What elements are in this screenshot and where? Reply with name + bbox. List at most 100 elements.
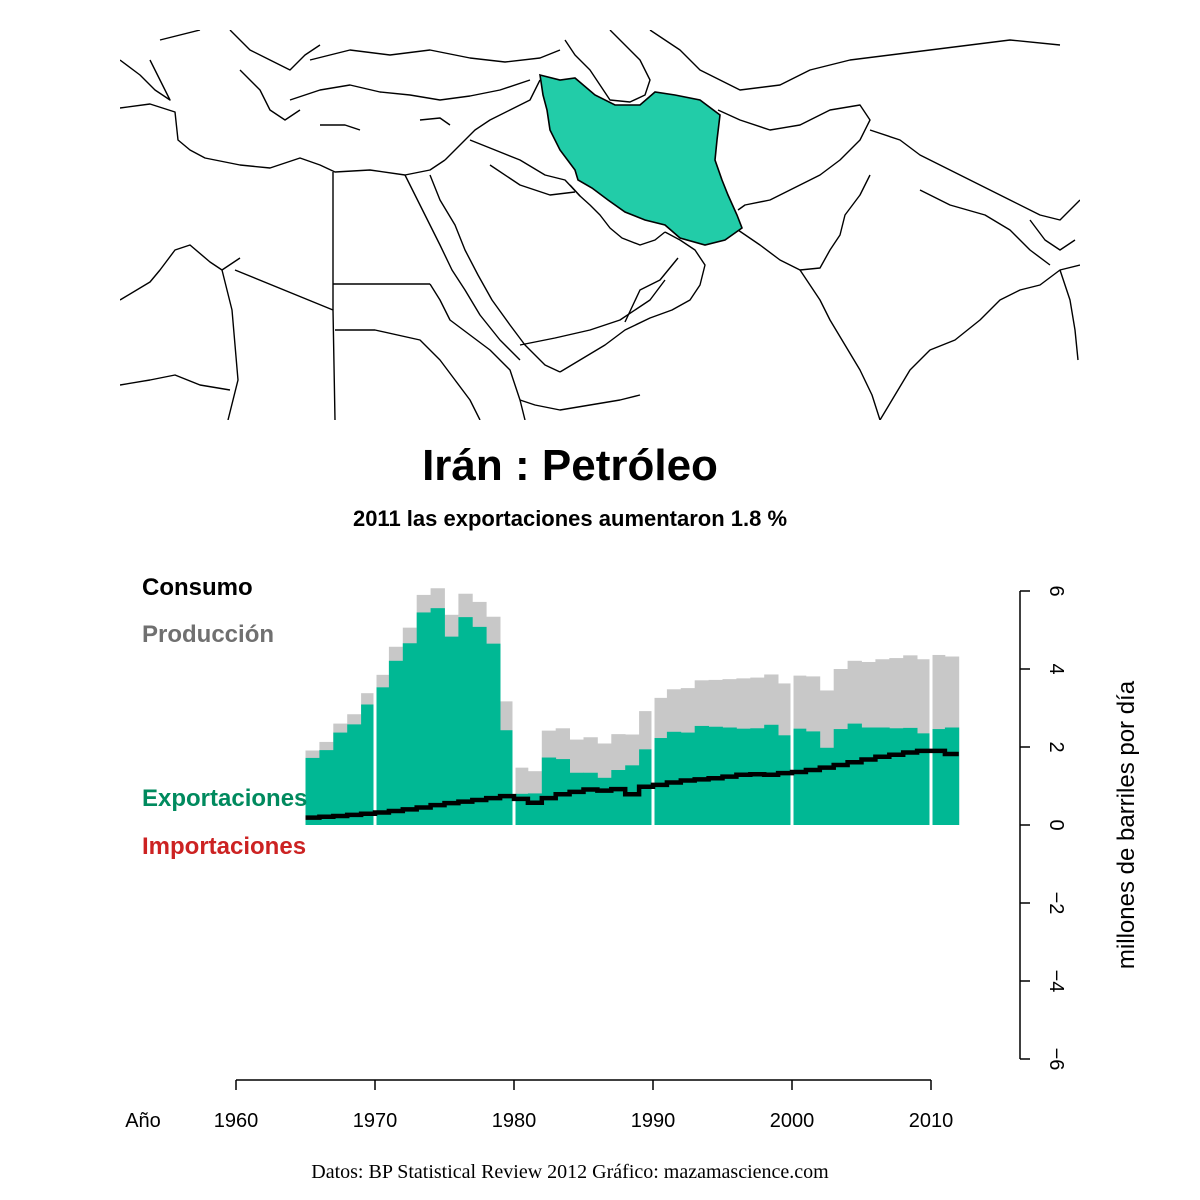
legend-importaciones: Importaciones (142, 833, 306, 860)
greece (239, 69, 301, 121)
y-tick-label--4: −4 (1045, 970, 1067, 993)
oman-border (624, 257, 679, 323)
exports-bar-2004 (847, 723, 862, 825)
libya-west-border (221, 269, 239, 420)
exports-bar-1973 (416, 612, 431, 825)
india-west-coast (799, 269, 881, 420)
exports-bar-1972 (402, 643, 418, 825)
consumption-line-group (305, 748, 959, 820)
x-tick-label-1960: 1960 (214, 1110, 259, 1132)
x-tick-label-2010: 2010 (909, 1110, 954, 1132)
exports-bar-2005 (861, 727, 876, 825)
north-africa-coast (120, 103, 446, 176)
x-tick-label-1970: 1970 (353, 1110, 398, 1132)
legend-exportaciones: Exportaciones (142, 785, 307, 812)
exports-bar-1969 (361, 704, 376, 825)
exports-bar-1986 (597, 777, 612, 825)
y-tick-label-4: 4 (1045, 663, 1067, 674)
y-tick-label-0: 0 (1045, 819, 1067, 830)
exports-bar-2000 (792, 728, 807, 825)
credit-line: Datos: BP Statistical Review 2012 Gráfic… (311, 1161, 829, 1183)
exports-bar-2011 (944, 727, 960, 825)
exports-bar-2006 (875, 727, 890, 825)
exports-bar-1968 (347, 724, 362, 825)
black-sea (309, 49, 561, 63)
iran-highlight (539, 73, 743, 246)
exports-bar-1987 (611, 770, 626, 825)
x-tick-label-2000: 2000 (770, 1110, 815, 1132)
exports-bar-2003 (833, 729, 848, 825)
exports-bar-2001 (805, 731, 821, 825)
india-north (869, 129, 1080, 221)
exports-bar-1971 (388, 660, 404, 825)
cyprus (419, 117, 451, 126)
red-sea-west (404, 174, 521, 361)
exports-bar-1980 (514, 793, 529, 825)
west-africa-south (120, 374, 231, 391)
exports-bar-1994 (708, 726, 723, 825)
crete (320, 124, 361, 131)
sudan-south (335, 329, 481, 420)
chart-subtitle: 2011 las exportaciones aumentaron 1.8 % (353, 506, 787, 531)
iraq-border (469, 139, 581, 197)
caspian-sea (564, 30, 651, 103)
y-axis-label: millones de barriles por día (1113, 680, 1140, 969)
chart-title: Irán : Petróleo (422, 441, 718, 490)
exports-bar-1970 (375, 687, 390, 825)
exports-bar-1966 (319, 750, 334, 825)
saudi-yemen-border (519, 279, 666, 346)
turkey-coast (289, 79, 531, 101)
legend-produccion: Producción (142, 621, 274, 648)
exports-bar-1965 (305, 757, 320, 825)
nepal-bangladesh (919, 189, 1076, 266)
exports-bar-1991 (666, 731, 682, 825)
balkans (159, 30, 321, 71)
central-asia-borders (649, 30, 1061, 91)
exports-bar-1990 (653, 738, 668, 825)
consumption-line (305, 748, 959, 820)
pakistan (737, 174, 871, 271)
arabia-interior-borders (489, 164, 576, 196)
y-tick-label--6: −6 (1045, 1048, 1067, 1071)
exports-bar-1985 (583, 772, 598, 825)
y-tick-label--2: −2 (1045, 892, 1067, 915)
exports-bar-2008 (903, 727, 918, 825)
exports-bar-1979 (500, 730, 515, 825)
region-map (120, 30, 1080, 420)
exports-bar-1997 (750, 728, 765, 825)
exports-bar-2010 (931, 729, 946, 825)
exports-bar-1984 (569, 772, 584, 825)
exports-bar-1975 (444, 636, 459, 825)
exports-bar-1967 (333, 732, 348, 825)
x-axis-label: Año (125, 1110, 161, 1132)
afghanistan (717, 104, 871, 211)
x-axis: 1960 1970 1980 1990 2000 2010 (214, 1079, 954, 1132)
exports-bar-2002 (819, 747, 835, 825)
nile-region (429, 283, 526, 420)
exports-bar-1974 (430, 608, 445, 825)
y-tick-label-2: 2 (1045, 741, 1067, 752)
red-sea-east (429, 174, 561, 373)
myanmar (1059, 269, 1079, 361)
italy (120, 59, 171, 101)
exports-bar-1999 (778, 735, 793, 825)
india-east (879, 264, 1080, 420)
chad-border (234, 269, 336, 420)
exports-bar-2007 (889, 728, 904, 825)
exports-bar-1976 (458, 617, 473, 825)
x-tick-label-1980: 1980 (492, 1110, 537, 1132)
arabia-gulf-coast (569, 184, 666, 246)
sahara-borders (120, 244, 241, 301)
exports-bars (305, 608, 960, 825)
horn-africa (519, 394, 641, 411)
exports-bar-1978 (486, 643, 501, 825)
arabia-south-coast (559, 231, 706, 373)
legend-consumo: Consumo (142, 574, 253, 601)
exports-bar-1977 (472, 626, 487, 825)
y-tick-label-6: 6 (1045, 585, 1067, 596)
jordan-syria (444, 79, 541, 161)
exports-bar-1982 (541, 757, 557, 825)
y-axis: −6 −4 −2 0 2 4 6 (1019, 585, 1067, 1071)
exports-bar-2009 (917, 733, 932, 825)
